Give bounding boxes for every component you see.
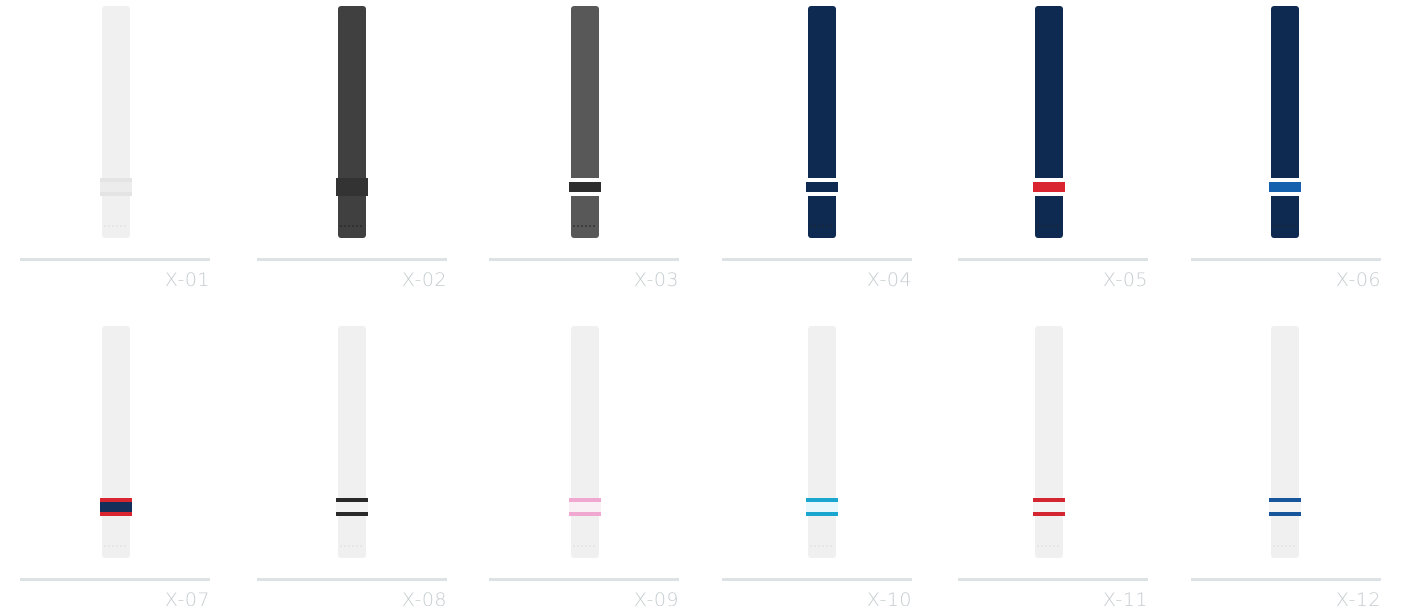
strap	[571, 6, 599, 238]
keeper-top	[100, 178, 132, 182]
product-card[interactable]: X-07	[20, 326, 210, 610]
keeper-bottom	[569, 512, 601, 516]
keeper	[806, 182, 838, 192]
keeper-bottom	[336, 192, 368, 196]
strap	[1035, 6, 1063, 238]
keeper-top	[569, 498, 601, 502]
keeper-bottom	[806, 192, 838, 196]
product-card[interactable]: X-03	[489, 6, 679, 291]
product-card[interactable]: X-09	[489, 326, 679, 610]
keeper	[1033, 502, 1065, 512]
product-label: X-06	[1336, 269, 1381, 291]
product-label: X-09	[634, 589, 679, 606]
keeper-top	[336, 498, 368, 502]
product-card[interactable]: X-05	[958, 6, 1148, 291]
keeper-top	[1033, 498, 1065, 502]
product-card[interactable]: X-10	[722, 326, 912, 610]
keeper-bottom	[1269, 192, 1301, 196]
keeper	[336, 182, 368, 192]
product-card[interactable]: X-11	[958, 326, 1148, 610]
keeper	[1269, 502, 1301, 512]
keeper-bottom	[336, 512, 368, 516]
strap	[571, 326, 599, 558]
divider	[257, 258, 447, 261]
keeper	[569, 502, 601, 512]
strap	[1271, 326, 1299, 558]
strap	[808, 326, 836, 558]
keeper-top	[1269, 178, 1301, 182]
keeper	[1033, 182, 1065, 192]
divider	[20, 258, 210, 261]
product-card[interactable]: X-08	[257, 326, 447, 610]
keeper	[336, 502, 368, 512]
divider	[257, 578, 447, 581]
keeper-top	[100, 498, 132, 502]
strap	[338, 6, 366, 238]
product-label: X-07	[165, 589, 210, 606]
product-label: X-05	[1103, 269, 1148, 291]
divider	[722, 578, 912, 581]
keeper-bottom	[569, 192, 601, 196]
keeper-top	[1033, 178, 1065, 182]
keeper-bottom	[1033, 512, 1065, 516]
divider	[20, 578, 210, 581]
divider	[1191, 578, 1381, 581]
keeper-top	[806, 178, 838, 182]
keeper-top	[336, 178, 368, 182]
product-label: X-01	[165, 269, 210, 291]
divider	[958, 258, 1148, 261]
keeper-bottom	[1269, 512, 1301, 516]
product-label: X-04	[867, 269, 912, 291]
keeper-top	[806, 498, 838, 502]
keeper	[569, 182, 601, 192]
strap	[1271, 6, 1299, 238]
strap	[102, 326, 130, 558]
product-label: X-08	[402, 589, 447, 606]
product-card[interactable]: X-06	[1191, 6, 1381, 291]
divider	[489, 258, 679, 261]
divider	[1191, 258, 1381, 261]
keeper	[100, 502, 132, 512]
keeper	[806, 502, 838, 512]
product-card[interactable]: X-12	[1191, 326, 1381, 610]
product-label: X-11	[1103, 589, 1148, 606]
keeper-top	[569, 178, 601, 182]
strap	[338, 326, 366, 558]
product-label: X-10	[867, 589, 912, 606]
product-card[interactable]: X-02	[257, 6, 447, 291]
product-label: X-12	[1336, 589, 1381, 606]
product-card[interactable]: X-04	[722, 6, 912, 291]
keeper-bottom	[806, 512, 838, 516]
divider	[489, 578, 679, 581]
keeper	[1269, 182, 1301, 192]
product-label: X-03	[634, 269, 679, 291]
keeper-bottom	[100, 192, 132, 196]
strap	[102, 6, 130, 238]
product-card[interactable]: X-01	[20, 6, 210, 291]
strap	[808, 6, 836, 238]
divider	[722, 258, 912, 261]
keeper-bottom	[1033, 192, 1065, 196]
keeper	[100, 182, 132, 192]
divider	[958, 578, 1148, 581]
product-label: X-02	[402, 269, 447, 291]
keeper-bottom	[100, 512, 132, 516]
strap	[1035, 326, 1063, 558]
keeper-top	[1269, 498, 1301, 502]
